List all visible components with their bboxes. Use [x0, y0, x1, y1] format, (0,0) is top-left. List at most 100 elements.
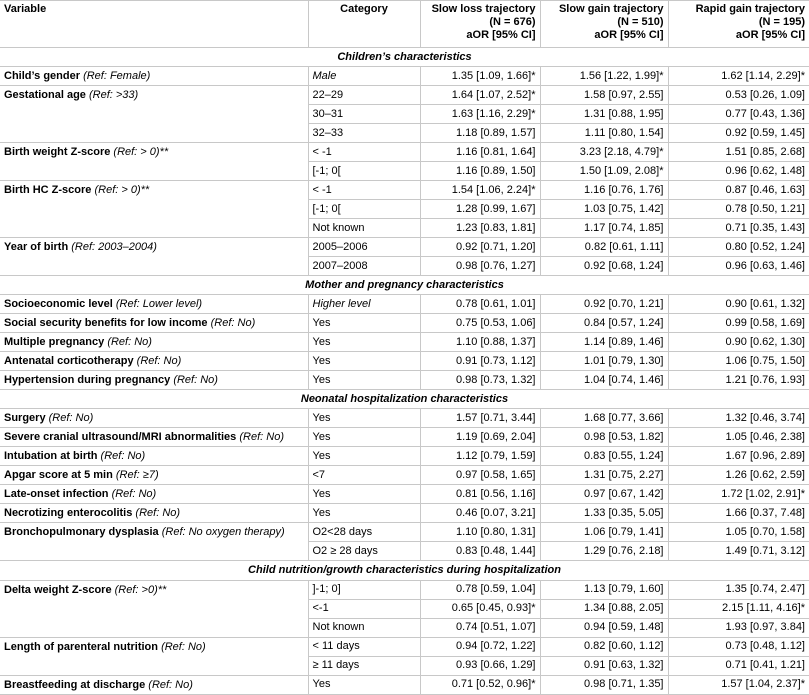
- value-cell: 0.99 [0.58, 1.69]: [667, 313, 809, 334]
- header-cell: Slow loss trajectory (N = 676) aOR [95% CI…: [419, 0, 541, 49]
- value-cell: 1.10 [0.88, 1.37]: [419, 332, 541, 353]
- header-cell: Variable: [0, 0, 309, 49]
- variable-cell: Hypertension during pregnancy (Ref: No): [0, 370, 309, 391]
- variable-cell: Child’s gender (Ref: Female): [0, 66, 309, 87]
- value-cell: 1.23 [0.83, 1.81]: [419, 218, 541, 239]
- variable-name: Bronchopulmonary dysplasia: [4, 526, 159, 539]
- category-cell: 2007–2008: [308, 256, 421, 277]
- value-cell: 1.01 [0.79, 1.30]: [539, 351, 669, 372]
- data-row: Birth weight Z-score (Ref: > 0)** < -1 1.1…: [0, 142, 809, 182]
- variable-name: Surgery: [4, 412, 46, 425]
- value-cell: 0.92 [0.71, 1.20]: [419, 237, 541, 258]
- value-cell: 0.87 [0.46, 1.63]: [667, 180, 809, 201]
- variable-name: Birth HC Z-score: [4, 184, 92, 197]
- category-cell: < -1: [307, 180, 421, 201]
- value-cell: 3.23 [2.18, 4.79]*: [539, 142, 669, 163]
- data-row: O2 ≥ 28 days 0.83 [0.48, 1.44] 1.29 [0.76,…: [0, 541, 809, 562]
- section-title: Children’s characteristics: [0, 47, 809, 68]
- value-cell: 1.16 [0.81, 1.64]: [419, 142, 541, 163]
- value-cell: 1.32 [0.46, 3.74]: [667, 408, 809, 429]
- variable-name: Gestational age: [4, 89, 86, 102]
- category-cell: Yes: [307, 313, 421, 334]
- value-cell: 1.04 [0.74, 1.46]: [539, 370, 669, 391]
- header-cell: Category: [307, 0, 421, 49]
- variable-ref: (Ref: >33): [88, 89, 139, 102]
- variable-cell: Antenatal corticotherapy (Ref: No): [0, 351, 309, 372]
- variable-ref: (Ref: No): [48, 412, 94, 425]
- variable-ref: (Ref: No): [148, 678, 193, 691]
- variable-ref: (Ref: No oxygen therapy): [161, 526, 285, 539]
- value-cell: 1.05 [0.70, 1.58]: [667, 522, 809, 543]
- data-row: Birth HC Z-score (Ref: > 0)** < -1 1.54 [1…: [0, 180, 809, 239]
- variable-cell: Birth HC Z-score (Ref: > 0)**: [0, 180, 309, 239]
- data-row: Late-onset infection (Ref: No) Yes 0.81 [0…: [0, 484, 809, 505]
- data-row: Length of parenteral nutrition (Ref: No)…: [0, 636, 809, 676]
- value-cell: 1.35 [0.74, 2.47]: [667, 579, 809, 600]
- value-cell: 0.98 [0.53, 1.82]: [539, 427, 669, 448]
- category-cell: Yes: [307, 408, 421, 429]
- value-cell: 1.57 [0.71, 3.44]: [419, 408, 541, 429]
- data-row: Child’s gender (Ref: Female) Male 1.35 [1.…: [0, 66, 809, 87]
- category-cell: 2005–2006: [307, 237, 421, 258]
- value-cell: 1.17 [0.74, 1.85]: [539, 218, 669, 239]
- value-cell: 1.19 [0.69, 2.04]: [419, 427, 541, 448]
- variable-cell: Bronchopulmonary dysplasia (Ref: No oxyg…: [0, 522, 309, 562]
- category-cell: Not known: [308, 617, 421, 638]
- data-row: Social security benefits for low income …: [0, 313, 809, 334]
- value-cell: 0.46 [0.07, 3.21]: [419, 503, 541, 524]
- category-cell: < -1: [307, 142, 421, 163]
- variable-ref: (Ref: ≥7): [115, 469, 159, 482]
- value-cell: 1.14 [0.89, 1.46]: [539, 332, 669, 353]
- data-row: Delta weight Z-score (Ref: >0)**]-1; 0] 0…: [0, 579, 809, 638]
- value-cell: 1.57 [1.04, 2.37]*: [667, 674, 809, 695]
- value-cell: 0.83 [0.48, 1.44]: [419, 541, 541, 562]
- variable-cell: Severe cranial ultrasound/MRI abnormalit…: [0, 427, 309, 448]
- value-cell: 0.75 [0.53, 1.06]: [419, 313, 541, 334]
- variable-name: Intubation at birth: [4, 450, 98, 463]
- variable-ref: (Ref: No): [107, 336, 152, 349]
- variable-ref: (Ref: No): [100, 450, 146, 463]
- data-row: Bronchopulmonary dysplasia (Ref: No oxyg…: [0, 522, 809, 562]
- variable-ref: (Ref: > 0)**: [94, 184, 150, 197]
- variable-cell: Breastfeeding at discharge (Ref: No): [0, 674, 309, 695]
- data-row: Necrotizing enterocolitis (Ref: No) Yes 0.…: [0, 503, 809, 524]
- data-row: Apgar score at 5 min (Ref: ≥7) <7 0.97 [0.…: [0, 465, 809, 486]
- variable-cell: Year of birth (Ref: 2003–2004): [0, 237, 309, 277]
- value-cell: 1.50 [1.09, 2.08]*: [539, 161, 669, 182]
- category-cell: Male: [307, 66, 421, 87]
- category-cell: ]-1; 0]: [307, 579, 421, 600]
- value-cell: 1.10 [0.80, 1.31]: [419, 522, 541, 543]
- variable-cell: Delta weight Z-score (Ref: >0)**: [0, 579, 309, 638]
- header-line: Rapid gain trajectory: [695, 3, 805, 15]
- section-row: Children’s characteristics: [0, 47, 809, 68]
- value-cell: 0.53 [0.26, 1.09]: [667, 85, 809, 106]
- variable-ref: (Ref: No): [111, 488, 157, 501]
- variable-name: Social security benefits for low income: [4, 317, 208, 330]
- value-cell: 1.12 [0.79, 1.59]: [419, 446, 541, 467]
- variable-cell: Socioeconomic level (Ref: Lower level): [0, 294, 309, 315]
- variable-cell: Intubation at birth (Ref: No): [0, 446, 309, 467]
- value-cell: 0.78 [0.50, 1.21]: [667, 199, 809, 220]
- header-line: (N = 195): [758, 16, 805, 28]
- value-cell: 1.16 [0.89, 1.50]: [419, 161, 541, 182]
- value-cell: 0.93 [0.66, 1.29]: [419, 655, 541, 676]
- value-cell: 0.78 [0.61, 1.01]: [419, 294, 541, 315]
- variable-ref: (Ref: No): [135, 507, 181, 520]
- value-cell: 1.31 [0.88, 1.95]: [539, 104, 669, 125]
- variable-ref: (Ref: No): [239, 431, 284, 444]
- category-cell: 30–31: [308, 104, 421, 125]
- category-cell: Higher level: [307, 294, 421, 315]
- value-cell: 1.05 [0.46, 2.38]: [667, 427, 809, 448]
- value-cell: 0.96 [0.62, 1.48]: [667, 161, 809, 182]
- value-cell: 1.03 [0.75, 1.42]: [539, 199, 669, 220]
- variable-name: Length of parenteral nutrition: [4, 640, 158, 653]
- value-cell: 0.97 [0.67, 1.42]: [539, 484, 669, 505]
- header-row: Variable Category Slow loss trajectory (N =…: [0, 0, 809, 49]
- value-cell: 1.31 [0.75, 2.27]: [539, 465, 669, 486]
- data-row: 32–33 1.18 [0.89, 1.57] 1.11 [0.80, 1.54] 0…: [0, 123, 809, 144]
- data-row: Antenatal corticotherapy (Ref: No) Yes 0.9…: [0, 351, 809, 372]
- category-cell: 32–33: [308, 123, 421, 144]
- value-cell: 0.82 [0.60, 1.12]: [539, 636, 669, 657]
- variable-ref: (Ref: No): [161, 640, 206, 653]
